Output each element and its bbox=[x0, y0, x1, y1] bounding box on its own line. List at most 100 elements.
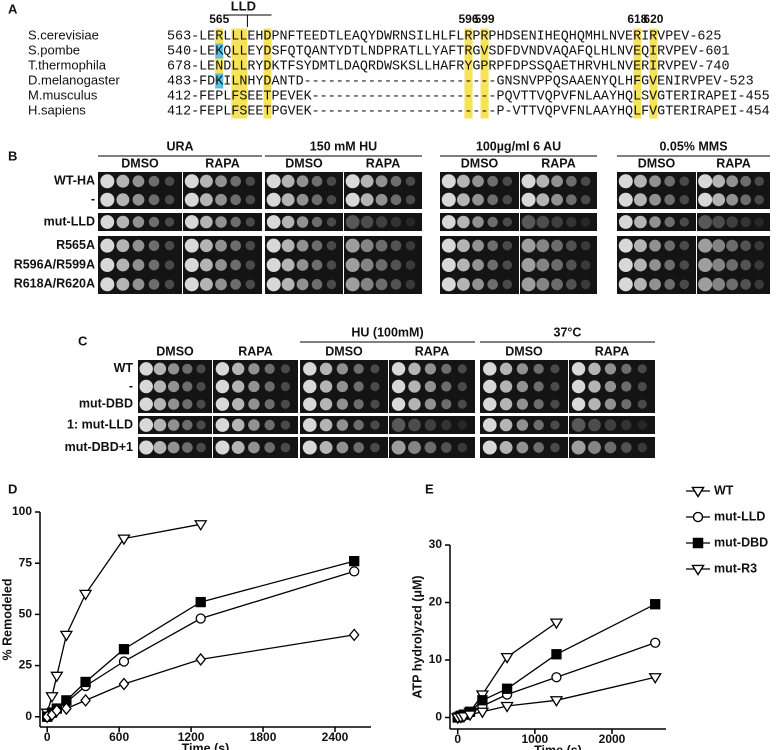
yeast-spot bbox=[516, 419, 529, 431]
yeast-spot bbox=[618, 174, 633, 189]
residue-position: 620 bbox=[643, 12, 663, 26]
residue-highlight bbox=[633, 88, 642, 104]
yeast-spot bbox=[266, 258, 281, 272]
yeast-spot bbox=[457, 399, 467, 409]
yeast-spot bbox=[132, 175, 145, 188]
yeast-spot bbox=[116, 215, 130, 229]
yeast-spot bbox=[139, 440, 154, 455]
yeast-spot bbox=[345, 258, 360, 272]
yeast-spot bbox=[679, 279, 690, 290]
yeast-spot bbox=[405, 260, 416, 270]
data-point bbox=[45, 692, 59, 704]
residue-highlight bbox=[263, 88, 272, 104]
yeast-spot bbox=[740, 175, 751, 187]
yeast-spot bbox=[391, 418, 406, 432]
yeast-spot bbox=[100, 277, 115, 292]
yeast-spot bbox=[457, 381, 467, 392]
yeast-spot bbox=[456, 193, 470, 207]
residue-highlight bbox=[649, 88, 658, 104]
y-tick-label: 25 bbox=[19, 658, 33, 672]
x-tick-label: 0 bbox=[44, 730, 51, 744]
y-tick-label: 20 bbox=[429, 595, 443, 609]
yeast-spot bbox=[633, 258, 647, 272]
yeast-spot bbox=[754, 279, 764, 290]
yeast-spot bbox=[441, 442, 452, 453]
yeast-spot bbox=[456, 174, 470, 188]
yeast-spot bbox=[370, 442, 380, 453]
yeast-spot bbox=[266, 277, 281, 292]
data-point bbox=[51, 704, 63, 718]
condition-label: 150 mM HU bbox=[310, 139, 377, 153]
yeast-spot bbox=[326, 176, 337, 187]
yeast-spot bbox=[231, 441, 245, 454]
yeast-spot bbox=[215, 216, 227, 228]
yeast-spot bbox=[408, 362, 421, 376]
yeast-spot bbox=[248, 380, 260, 393]
yeast-spot bbox=[319, 362, 333, 376]
treatment-label: DMSO bbox=[121, 156, 159, 170]
y-tick-label: 0 bbox=[435, 710, 442, 724]
yeast-spot bbox=[637, 399, 647, 409]
yeast-spot bbox=[712, 174, 726, 188]
yeast-spot bbox=[184, 238, 199, 253]
yeast-spot bbox=[148, 259, 160, 271]
panel-label: A bbox=[8, 1, 18, 16]
yeast-spot bbox=[516, 380, 529, 393]
yeast-spot bbox=[740, 240, 751, 251]
yeast-spot bbox=[472, 216, 484, 228]
yeast-spot bbox=[580, 279, 591, 290]
data-point bbox=[551, 672, 562, 683]
yeast-spot bbox=[230, 216, 241, 228]
strain-label: - bbox=[129, 379, 133, 393]
x-tick-label: 0 bbox=[454, 732, 461, 746]
yeast-spot bbox=[551, 216, 563, 228]
yeast-spot bbox=[199, 239, 213, 253]
yeast-spot bbox=[424, 398, 437, 410]
yeast-spot bbox=[551, 239, 563, 252]
yeast-spot bbox=[405, 240, 416, 251]
yeast-spot bbox=[391, 440, 406, 455]
yeast-spot bbox=[148, 194, 160, 206]
yeast-spot bbox=[408, 397, 421, 411]
treatment-label: RAPA bbox=[716, 156, 751, 170]
data-point bbox=[691, 486, 705, 498]
yeast-spot bbox=[230, 279, 241, 290]
yeast-spot bbox=[516, 398, 529, 410]
yeast-spot bbox=[499, 397, 513, 411]
panel-label: B bbox=[8, 148, 17, 163]
x-tick-label: 2000 bbox=[599, 732, 626, 746]
yeast-spot bbox=[390, 279, 402, 290]
yeast-spot bbox=[441, 381, 452, 392]
motif-label: LLD bbox=[231, 0, 256, 13]
yeast-spot bbox=[182, 399, 193, 410]
yeast-spot bbox=[712, 193, 726, 207]
residue-highlight bbox=[633, 58, 642, 74]
yeast-spot bbox=[266, 174, 281, 189]
yeast-spot bbox=[164, 217, 175, 227]
yeast-spot bbox=[303, 379, 317, 394]
legend-label: WT bbox=[714, 483, 734, 497]
yeast-spot bbox=[405, 217, 416, 227]
x-tick-label: 1200 bbox=[178, 730, 205, 744]
yeast-spot bbox=[754, 194, 764, 205]
strain-label: - bbox=[91, 192, 95, 206]
yeast-spot bbox=[679, 240, 690, 251]
species-name: M.musculus bbox=[28, 87, 98, 102]
yeast-spot bbox=[375, 193, 388, 206]
data-point bbox=[195, 613, 206, 624]
yeast-spot bbox=[533, 381, 544, 392]
plate-image bbox=[697, 213, 770, 231]
yeast-spot bbox=[326, 260, 337, 270]
yeast-spot bbox=[698, 258, 713, 272]
yeast-spot bbox=[679, 260, 690, 270]
yeast-spot bbox=[521, 277, 536, 292]
strain-label: mut-DBD+1 bbox=[65, 440, 133, 454]
yeast-spot bbox=[472, 175, 484, 188]
yeast-spot bbox=[664, 194, 675, 206]
panel-label: C bbox=[78, 333, 88, 348]
yeast-spot bbox=[502, 217, 512, 227]
yeast-spot bbox=[280, 442, 291, 453]
yeast-spot bbox=[588, 362, 601, 376]
yeast-spot bbox=[375, 259, 388, 271]
yeast-spot bbox=[637, 381, 647, 392]
